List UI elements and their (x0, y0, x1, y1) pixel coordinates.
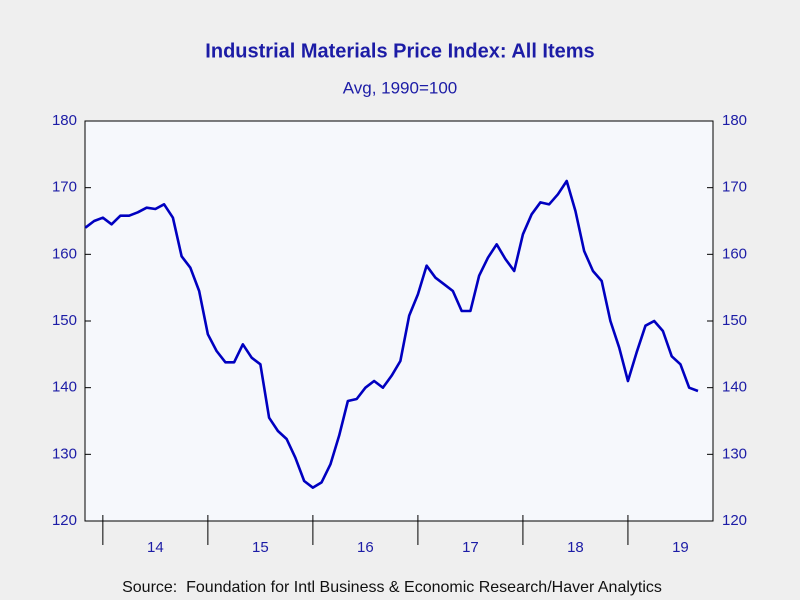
y-tick-label: 130 (52, 445, 77, 462)
x-tick-label: 14 (147, 539, 164, 556)
y2-tick-label: 130 (722, 445, 747, 462)
data-line (84, 179, 699, 489)
source-note: Source: Foundation for Intl Business & E… (122, 579, 662, 596)
y-tick-label: 120 (52, 512, 77, 529)
x-tick-label: 17 (462, 539, 479, 556)
chart-title: Industrial Materials Price Index: All It… (205, 40, 594, 62)
y-tick-label: 150 (52, 312, 77, 329)
y-tick-label: 140 (52, 379, 77, 396)
y2-tick-label: 140 (722, 379, 747, 396)
y-tick-label: 180 (52, 112, 77, 129)
x-tick-label: 18 (567, 539, 584, 556)
y2-tick-label: 170 (722, 179, 747, 196)
y2-tick-label: 160 (722, 245, 747, 262)
y2-tick-label: 180 (722, 112, 747, 129)
x-tick-label: 16 (357, 539, 374, 556)
y-tick-label: 170 (52, 179, 77, 196)
plot-area (84, 120, 714, 522)
y2-tick-label: 120 (722, 512, 747, 529)
x-tick-label: 15 (252, 539, 269, 556)
chart-subtitle: Avg, 1990=100 (343, 78, 458, 97)
y2-tick-label: 150 (722, 312, 747, 329)
y-tick-label: 160 (52, 245, 77, 262)
x-tick-label: 19 (672, 539, 689, 556)
